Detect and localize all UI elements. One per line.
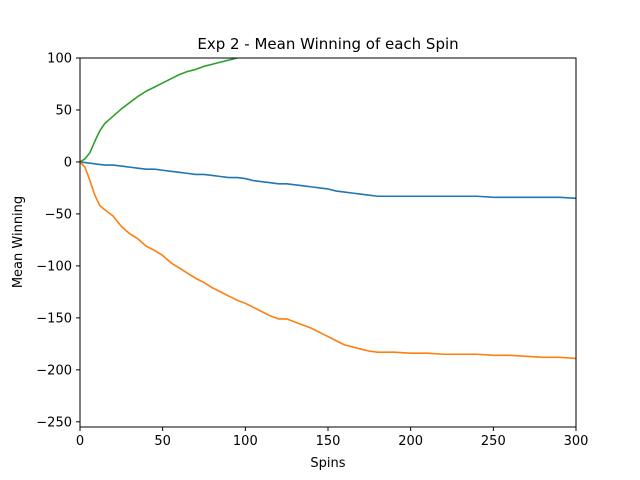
x-tick-label: 200: [398, 434, 423, 449]
y-tick-label: −200: [36, 363, 72, 378]
series-layer: [80, 58, 576, 360]
x-tick-label: 250: [481, 434, 506, 449]
x-tick-label: 0: [76, 434, 84, 449]
series-line-1: [80, 161, 576, 200]
y-tick-label: −250: [36, 415, 72, 430]
y-tick-label: −100: [36, 259, 72, 274]
series-line-2: [80, 161, 576, 360]
x-tick-label: 100: [233, 434, 258, 449]
y-tick-label: 50: [55, 103, 72, 118]
series-line-3: [80, 58, 238, 163]
x-tick-label: 300: [564, 434, 589, 449]
x-axis-label: Spins: [310, 456, 345, 471]
x-tick-label: 150: [316, 434, 341, 449]
y-tick-label: 100: [47, 52, 72, 67]
x-axis-ticks: 0 50 100 150 200 250 300: [76, 427, 589, 449]
y-tick-label: −50: [45, 207, 72, 222]
plot-frame: [79, 57, 577, 428]
y-axis-label: Mean Winning: [11, 196, 26, 288]
y-tick-label: −150: [36, 311, 72, 326]
chart-title: Exp 2 - Mean Winning of each Spin: [197, 35, 458, 53]
x-tick-label: 50: [154, 434, 171, 449]
y-axis-ticks: 100 50 0 −50 −100 −150 −200 −250: [36, 52, 80, 430]
y-tick-label: 0: [64, 155, 72, 170]
